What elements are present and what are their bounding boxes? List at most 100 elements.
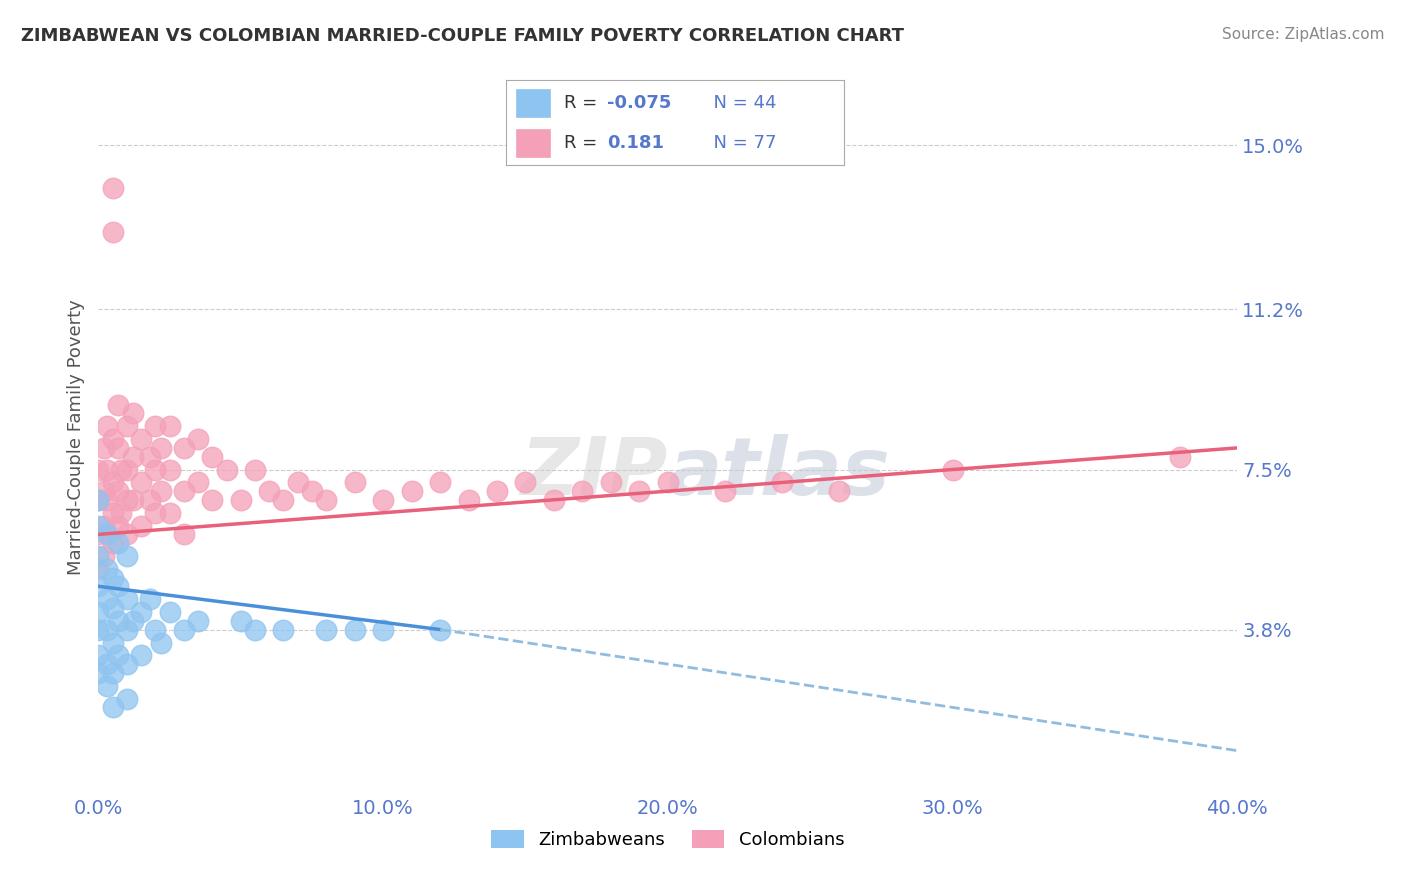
Point bbox=[215, 462, 238, 476]
Point bbox=[138, 492, 160, 507]
Point bbox=[259, 484, 281, 499]
Point bbox=[159, 462, 181, 476]
Point bbox=[942, 462, 965, 476]
Point bbox=[173, 527, 195, 541]
FancyBboxPatch shape bbox=[516, 89, 550, 117]
Point bbox=[770, 475, 793, 490]
Point bbox=[173, 441, 195, 455]
Point bbox=[129, 518, 152, 533]
Point bbox=[145, 419, 167, 434]
Point bbox=[373, 623, 395, 637]
Point bbox=[429, 623, 451, 637]
Point bbox=[87, 605, 110, 619]
Point bbox=[107, 536, 129, 550]
Point bbox=[138, 592, 160, 607]
Point bbox=[96, 462, 118, 476]
Point bbox=[373, 492, 395, 507]
Point bbox=[273, 623, 295, 637]
Point bbox=[87, 623, 110, 637]
Legend: Zimbabweans, Colombians: Zimbabweans, Colombians bbox=[484, 822, 852, 856]
Point bbox=[101, 506, 124, 520]
Point bbox=[101, 536, 124, 550]
Text: N = 44: N = 44 bbox=[702, 94, 776, 112]
Point bbox=[515, 475, 537, 490]
Point bbox=[107, 441, 129, 455]
Text: 0.181: 0.181 bbox=[607, 134, 665, 152]
Point bbox=[107, 484, 129, 499]
Point bbox=[115, 492, 138, 507]
Point bbox=[115, 623, 138, 637]
Point bbox=[101, 665, 124, 680]
Point bbox=[187, 475, 209, 490]
Point bbox=[101, 225, 124, 239]
Point bbox=[115, 527, 138, 541]
Point bbox=[96, 527, 118, 541]
Point bbox=[96, 623, 118, 637]
Point bbox=[150, 484, 173, 499]
Point bbox=[187, 614, 209, 628]
Point bbox=[96, 492, 118, 507]
Text: -0.075: -0.075 bbox=[607, 94, 672, 112]
Point bbox=[243, 623, 266, 637]
Point bbox=[87, 492, 110, 507]
Point bbox=[101, 432, 124, 446]
Point bbox=[145, 506, 167, 520]
Text: N = 77: N = 77 bbox=[702, 134, 776, 152]
Point bbox=[101, 635, 124, 649]
Point bbox=[229, 492, 252, 507]
Text: Source: ZipAtlas.com: Source: ZipAtlas.com bbox=[1222, 27, 1385, 42]
Point bbox=[159, 506, 181, 520]
Point bbox=[315, 623, 337, 637]
Point bbox=[87, 492, 110, 507]
Point bbox=[115, 462, 138, 476]
Point bbox=[429, 475, 451, 490]
Point bbox=[173, 623, 195, 637]
Point bbox=[159, 605, 181, 619]
Point bbox=[1170, 450, 1192, 464]
Point bbox=[187, 432, 209, 446]
Point bbox=[115, 657, 138, 672]
Point bbox=[121, 406, 143, 420]
Point bbox=[229, 614, 252, 628]
Point bbox=[201, 450, 224, 464]
Point bbox=[121, 614, 143, 628]
Point bbox=[243, 462, 266, 476]
Point bbox=[87, 665, 110, 680]
Point bbox=[457, 492, 479, 507]
Point bbox=[87, 462, 110, 476]
Point bbox=[96, 562, 118, 576]
Point bbox=[107, 398, 129, 412]
Point bbox=[129, 475, 152, 490]
Point bbox=[401, 484, 423, 499]
Point bbox=[107, 648, 129, 663]
Point bbox=[93, 484, 115, 499]
Point bbox=[96, 657, 118, 672]
Point bbox=[96, 419, 118, 434]
Point bbox=[287, 475, 309, 490]
Point bbox=[714, 484, 737, 499]
Point bbox=[87, 549, 110, 563]
Point bbox=[129, 605, 152, 619]
Point bbox=[93, 518, 115, 533]
Point bbox=[87, 579, 110, 593]
Point bbox=[87, 648, 110, 663]
Point bbox=[138, 450, 160, 464]
Point bbox=[145, 623, 167, 637]
Point bbox=[343, 623, 366, 637]
Point bbox=[159, 419, 181, 434]
Point bbox=[129, 432, 152, 446]
Point bbox=[93, 549, 115, 563]
Point bbox=[121, 492, 143, 507]
Point bbox=[101, 700, 124, 714]
Text: R =: R = bbox=[564, 134, 603, 152]
Point bbox=[107, 614, 129, 628]
Text: R =: R = bbox=[564, 94, 603, 112]
Point bbox=[96, 592, 118, 607]
Y-axis label: Married-Couple Family Poverty: Married-Couple Family Poverty bbox=[66, 299, 84, 575]
Point bbox=[301, 484, 323, 499]
Point bbox=[145, 462, 167, 476]
Point bbox=[87, 518, 110, 533]
Point bbox=[150, 441, 173, 455]
Point bbox=[657, 475, 679, 490]
Point bbox=[107, 518, 129, 533]
